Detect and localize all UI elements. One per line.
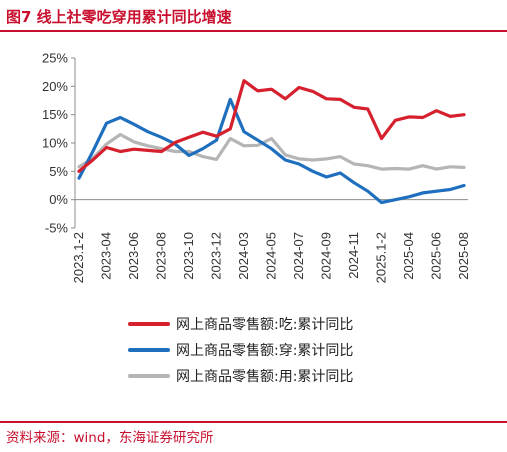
x-tick-label: 2024-11 bbox=[346, 232, 361, 279]
x-tick-label: 2024-07 bbox=[291, 232, 306, 280]
series-line-2 bbox=[77, 132, 466, 171]
series-lines bbox=[77, 79, 466, 205]
legend: 网上商品零售额:吃:累计同比网上商品零售额:穿:累计同比网上商品零售额:用:累计… bbox=[128, 317, 353, 385]
x-tick-label: 2025.1-2 bbox=[374, 232, 389, 283]
legend-label-1: 网上商品零售额:穿:累计同比 bbox=[176, 343, 353, 359]
y-tick-label: 15% bbox=[42, 107, 68, 122]
source-note: 资料来源：wind，东海证券研究所 bbox=[6, 430, 214, 446]
y-tick-label: -5% bbox=[45, 221, 69, 236]
line-chart: -5% 0% 5% 10% 15% 20% 25% 2023.1-2 2023-04 2023-… bbox=[42, 51, 471, 386]
y-tick-label: 25% bbox=[42, 51, 68, 66]
y-axis: -5% 0% 5% 10% 15% 20% 25% bbox=[42, 51, 76, 236]
x-tick-label: 2023-06 bbox=[126, 232, 141, 280]
x-tick-label: 2025-08 bbox=[456, 232, 471, 280]
x-tick-label: 2023-10 bbox=[181, 232, 196, 280]
x-tick-label: 2025-06 bbox=[429, 232, 444, 280]
x-tick-label: 2023-04 bbox=[99, 232, 114, 280]
legend-label-0: 网上商品零售额:吃:累计同比 bbox=[176, 317, 353, 333]
series-line-0 bbox=[77, 79, 466, 173]
y-tick-label: 5% bbox=[49, 164, 68, 179]
x-tick-label: 2024-03 bbox=[236, 232, 251, 280]
legend-label-2: 网上商品零售额:用:累计同比 bbox=[176, 369, 353, 385]
y-tick-label: 20% bbox=[42, 79, 68, 94]
x-tick-label: 2024-05 bbox=[264, 232, 279, 280]
series-line-1 bbox=[77, 97, 466, 205]
y-tick-label: 0% bbox=[49, 192, 68, 207]
title-divider bbox=[0, 30, 507, 32]
x-tick-label: 2023.1-2 bbox=[71, 232, 86, 283]
x-tick-label: 2023-08 bbox=[154, 232, 169, 280]
x-tick-label: 2025-04 bbox=[401, 232, 416, 280]
x-tick-label: 2023-12 bbox=[209, 232, 224, 280]
y-tick-label: 10% bbox=[42, 136, 68, 151]
x-axis: 2023.1-2 2023-04 2023-06 2023-08 2023-10 2023… bbox=[71, 199, 471, 283]
chart-title: 图7 线上社零吃穿用累计同比增速 bbox=[6, 8, 232, 26]
footer-divider bbox=[0, 421, 507, 423]
x-tick-label: 2024-09 bbox=[319, 232, 334, 280]
